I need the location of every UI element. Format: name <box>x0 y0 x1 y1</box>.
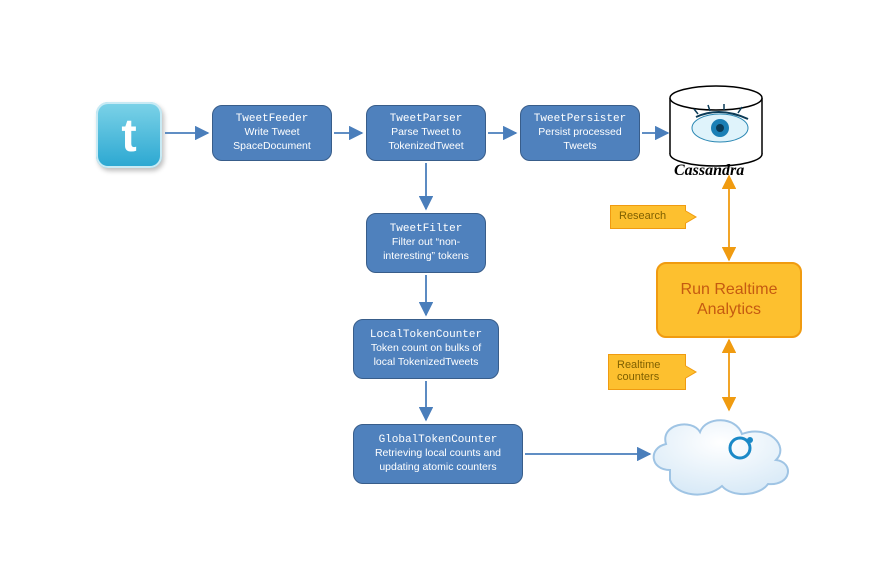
node-tweet-parser: TweetParser Parse Tweet to TokenizedTwee… <box>366 105 486 161</box>
node-desc: Write Tweet SpaceDocument <box>219 126 325 152</box>
callout-tail-icon <box>685 211 695 223</box>
callout-research: Research <box>610 205 686 229</box>
node-desc: Persist processed Tweets <box>527 126 633 152</box>
node-desc: Retrieving local counts and updating ato… <box>360 447 516 473</box>
cloud-icon <box>640 400 800 500</box>
node-desc: Parse Tweet to TokenizedTweet <box>373 126 479 152</box>
cassandra-db-icon <box>668 84 764 172</box>
node-desc: Token count on bulks of local TokenizedT… <box>360 342 492 368</box>
node-title: TweetFilter <box>373 223 479 235</box>
node-tweet-filter: TweetFilter Filter out “non-interesting”… <box>366 213 486 273</box>
twitter-logo-icon: t <box>96 102 162 168</box>
node-desc: Filter out “non-interesting” tokens <box>373 236 479 262</box>
twitter-glyph: t <box>121 108 136 162</box>
node-tweet-persister: TweetPersister Persist processed Tweets <box>520 105 640 161</box>
cassandra-label: Cassandra <box>674 162 744 180</box>
node-tweet-feeder: TweetFeeder Write Tweet SpaceDocument <box>212 105 332 161</box>
node-global-token-counter: GlobalTokenCounter Retrieving local coun… <box>353 424 523 484</box>
node-title: LocalTokenCounter <box>360 329 492 341</box>
node-title: TweetFeeder <box>219 113 325 125</box>
node-run-analytics: Run Realtime Analytics <box>656 262 802 338</box>
callout-label: Realtime counters <box>617 359 660 383</box>
node-title: GlobalTokenCounter <box>360 434 516 446</box>
node-local-token-counter: LocalTokenCounter Token count on bulks o… <box>353 319 499 379</box>
callout-realtime-counters: Realtime counters <box>608 354 686 390</box>
node-label: Run Realtime Analytics <box>664 280 794 320</box>
node-title: TweetParser <box>373 113 479 125</box>
node-title: TweetPersister <box>527 113 633 125</box>
callout-label: Research <box>619 210 666 222</box>
callout-tail-icon <box>685 366 695 378</box>
